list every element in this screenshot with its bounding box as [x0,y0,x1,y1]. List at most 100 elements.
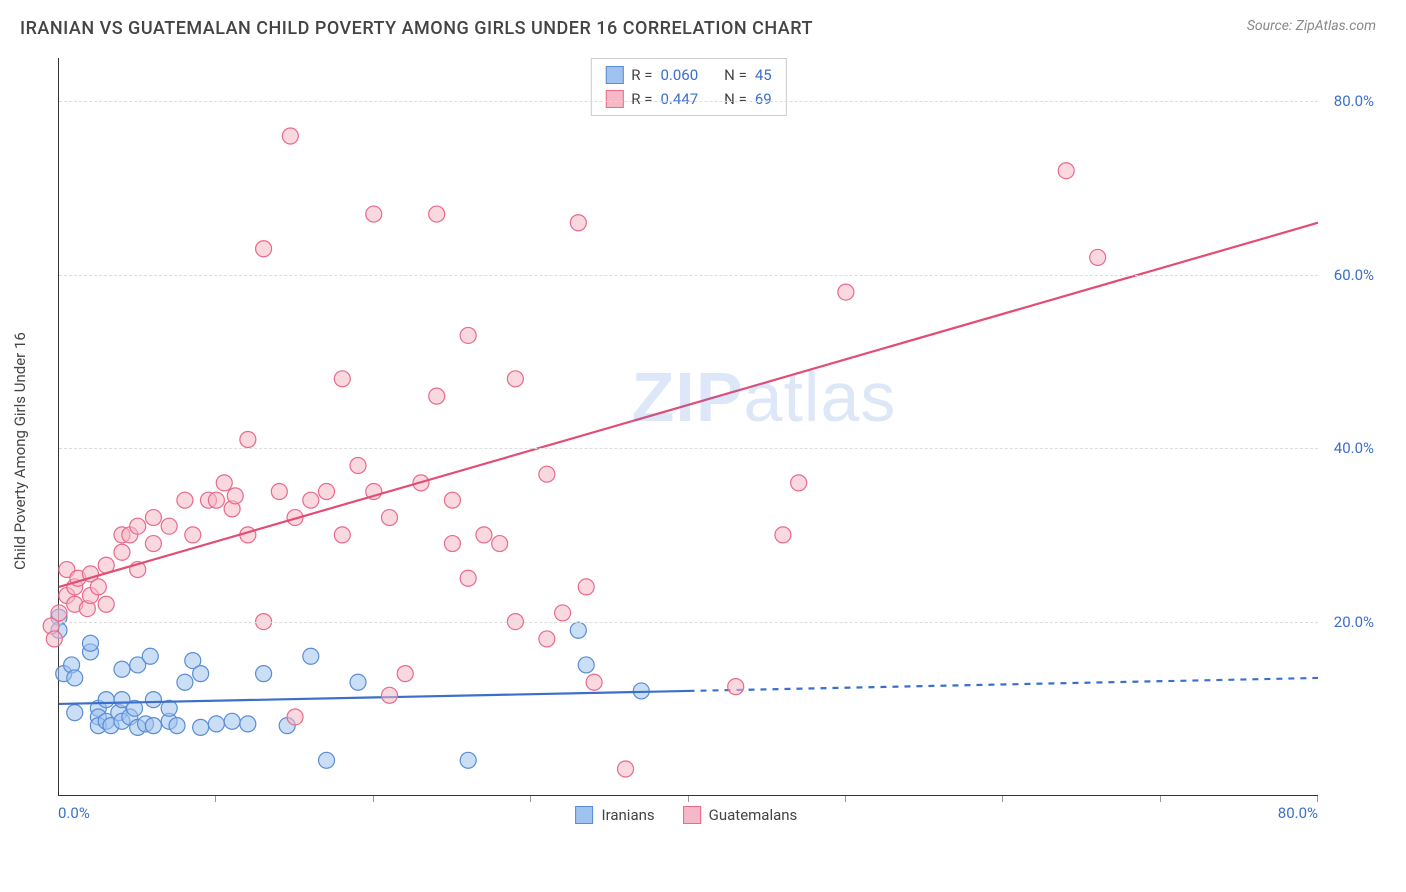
x-tick-mark [373,796,374,802]
data-point [578,579,594,595]
data-point [145,536,161,552]
data-point [539,631,555,647]
data-point [728,679,744,695]
stat-r-label: R = [631,63,652,87]
data-point [130,518,146,534]
data-point [570,215,586,231]
data-point [145,510,161,526]
data-point [169,718,185,734]
data-point [271,484,287,500]
data-point [444,492,460,508]
data-point [145,718,161,734]
data-point [460,752,476,768]
data-point [224,713,240,729]
legend-swatch [575,806,593,824]
stats-row: R = 0.060 N = 45 [605,63,771,87]
data-point [287,709,303,725]
trend-line [59,223,1318,587]
data-point [67,670,83,686]
x-axis-max-label: 80.0% [1278,804,1318,822]
x-tick-mark [1160,796,1161,802]
chart-title: IRANIAN VS GUATEMALAN CHILD POVERTY AMON… [20,18,813,39]
data-point [791,475,807,491]
data-point [350,458,366,474]
data-point [397,666,413,682]
x-axis-min-label: 0.0% [58,804,90,822]
data-point [240,432,256,448]
data-point [90,579,106,595]
data-point [1090,249,1106,265]
legend-swatch [683,806,701,824]
chart-svg [59,58,1318,795]
stats-row: R =0.447N =69 [605,87,771,111]
data-point [185,527,201,543]
data-point [555,605,571,621]
data-point [193,666,209,682]
gridline [59,622,1318,623]
bottom-legend: Iranians Guatemalans [575,806,797,824]
legend-label: Iranians [601,806,654,824]
data-point [492,536,508,552]
data-point [208,492,224,508]
data-point [114,661,130,677]
y-tick-label: 80.0% [1334,92,1374,110]
legend-item: Guatemalans [683,806,798,824]
data-point [208,716,224,732]
scatter-chart: Child Poverty Among Girls Under 16 R =0.… [48,58,1378,826]
source-label: Source: ZipAtlas.com [1247,18,1376,34]
stat-r-value: 0.060 [660,63,698,87]
data-point [145,692,161,708]
legend-label: Guatemalans [709,806,798,824]
data-point [240,716,256,732]
data-point [381,687,397,703]
data-point [282,128,298,144]
x-tick-mark [215,796,216,802]
data-point [570,622,586,638]
data-point [98,596,114,612]
x-tick-mark [530,796,531,802]
data-point [82,635,98,651]
legend-swatch [605,90,623,108]
gridline [59,275,1318,276]
data-point [381,510,397,526]
data-point [366,206,382,222]
x-tick-mark [845,796,846,802]
y-axis-label: Child Poverty Among Girls Under 16 [11,332,29,570]
data-point [193,719,209,735]
data-point [429,206,445,222]
legend-item: Iranians [575,806,654,824]
data-point [429,388,445,404]
data-point [618,761,634,777]
data-point [46,631,62,647]
data-point [256,666,272,682]
data-point [507,371,523,387]
data-point [303,492,319,508]
stat-n-label: N = [724,87,747,111]
y-tick-label: 40.0% [1334,439,1374,457]
data-point [775,527,791,543]
data-point [838,284,854,300]
data-point [350,674,366,690]
data-point [67,705,83,721]
data-point [334,371,350,387]
stat-r-label: R = [631,87,652,111]
data-point [334,527,350,543]
data-point [216,475,232,491]
data-point [319,484,335,500]
x-tick-mark [1002,796,1003,802]
stat-n-value: 45 [755,63,772,87]
plot-area: R =0.060N =45R =0.447N =69 ZIPatlas [58,58,1318,796]
stat-n-label: N = [724,63,747,87]
data-point [114,544,130,560]
x-tick-mark [1317,796,1318,802]
data-point [256,241,272,257]
data-point [177,674,193,690]
x-tick-mark [688,796,689,802]
y-tick-label: 60.0% [1334,266,1374,284]
legend-swatch [605,66,623,84]
data-point [460,327,476,343]
data-point [142,648,158,664]
trend-line-extension [689,678,1319,691]
data-point [161,518,177,534]
stat-n-value: 69 [755,87,772,111]
